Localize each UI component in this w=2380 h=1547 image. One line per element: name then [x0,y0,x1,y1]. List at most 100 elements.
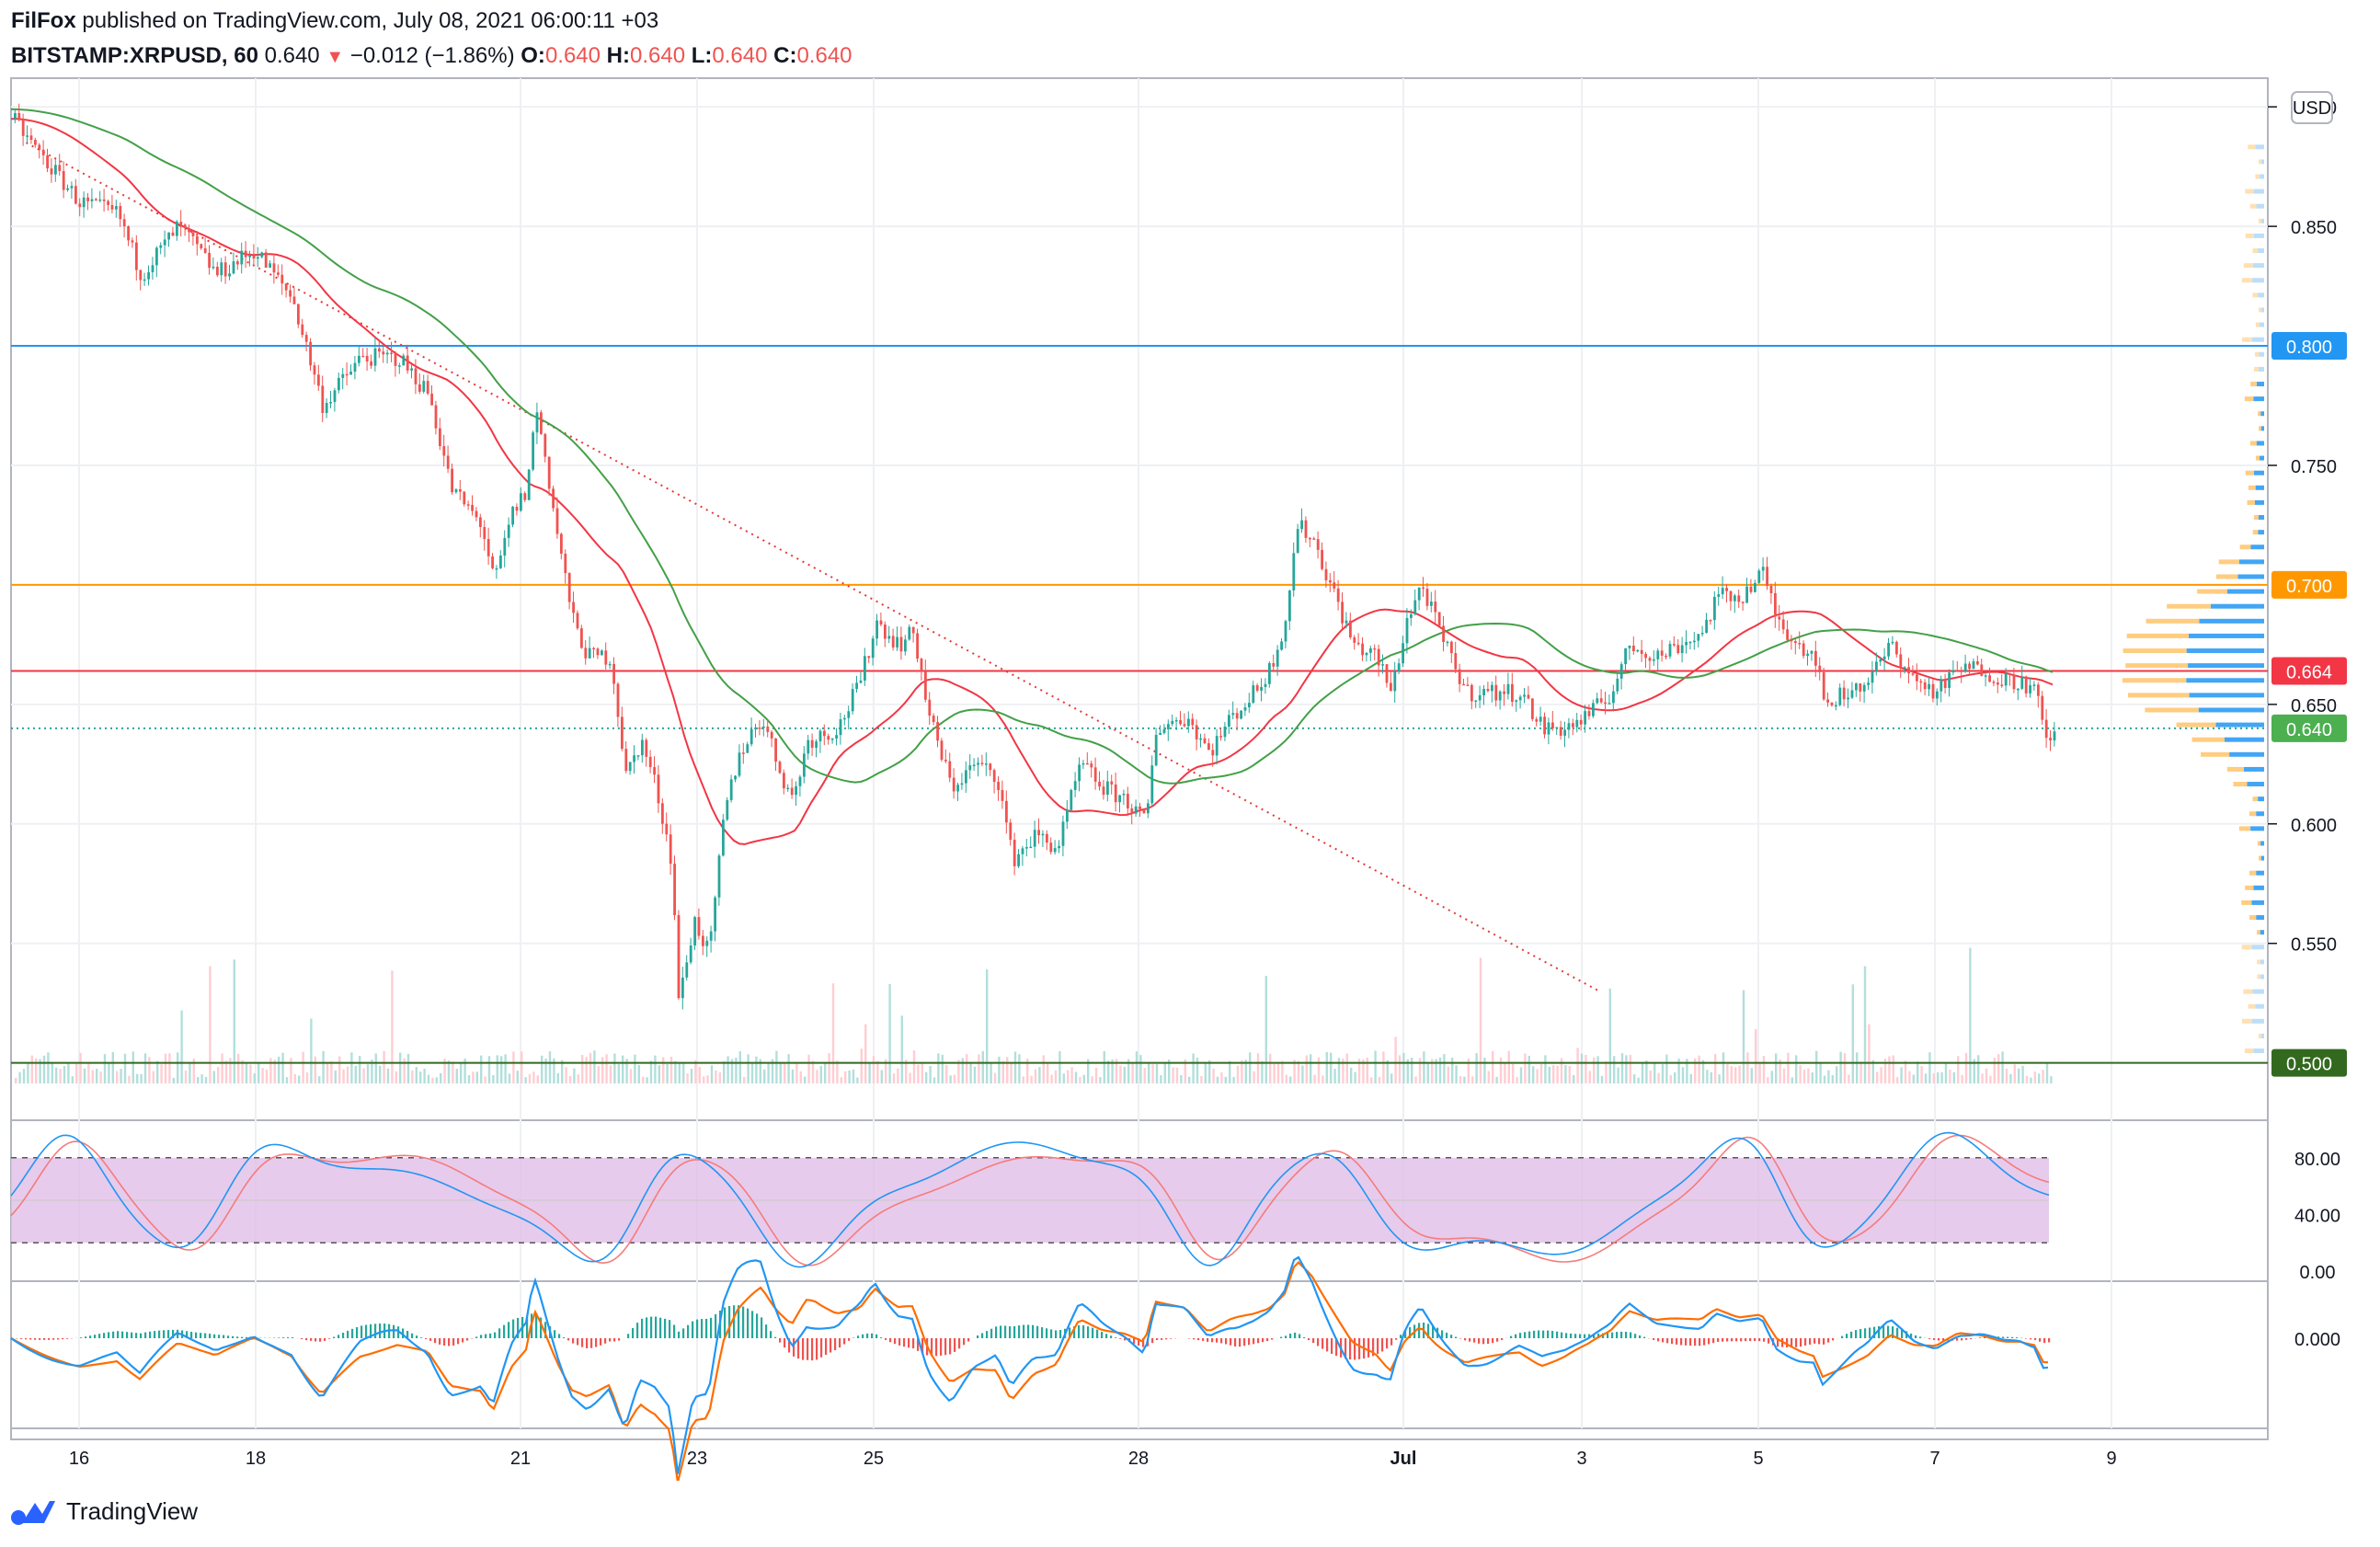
candle-up [1381,664,1384,666]
macd-histogram-bar [1418,1323,1421,1338]
volume-bar [152,1071,154,1083]
macd-histogram-bar [282,1337,285,1338]
volume-bar [2045,1062,2049,1083]
candle-down [1349,620,1352,637]
macd-histogram-bar [1004,1325,1007,1338]
candle-down [434,405,438,429]
volume-bar [1382,1051,1385,1083]
candle-up [499,556,502,568]
candle-down [1005,800,1008,823]
volume-bar [156,1060,159,1083]
macd-histogram-bar [1561,1332,1563,1338]
volume-bar [164,1053,167,1083]
volume-bar [480,1055,483,1083]
macd-histogram-bar [48,1338,51,1340]
candle-down [390,352,393,355]
volume-bar [1762,1056,1766,1083]
macd-histogram-bar [149,1331,152,1338]
candle-down [879,620,883,625]
volume-bar [67,1062,70,1083]
macd-histogram-bar [1809,1338,1812,1345]
candle-up [904,639,907,652]
volume-bar [941,1054,944,1083]
volume-bar [568,1076,572,1083]
volume-bar [278,1056,280,1083]
volume-bar [1229,1060,1231,1083]
candle-down [697,917,701,936]
volume-bar [1074,1071,1078,1083]
candle-up [1073,781,1077,790]
volume-bar [1653,1061,1656,1083]
candle-down [418,384,421,392]
candle-up [2020,676,2024,689]
volume-bar [1560,1058,1563,1083]
volume-bar [1269,1053,1272,1083]
currency-button[interactable]: USD [2291,91,2333,124]
time-axis[interactable]: 16 18 21 23 25 28 Jul 3 5 7 9 [69,1449,2117,1469]
macd-histogram-bar [1013,1325,1016,1338]
profile-bar-down [2215,574,2238,579]
candle-up [1903,667,1906,669]
macd-histogram-bar [1142,1338,1145,1347]
trendline[interactable] [26,142,1600,992]
candle-down [1769,585,1773,594]
candle-down [345,373,349,376]
candle-down [1899,654,1903,669]
volume-bar [63,1066,66,1083]
macd-histogram-bar [843,1338,846,1345]
volume-bar [140,1073,143,1083]
volume-bar [47,1052,50,1083]
volume-bar [715,1070,717,1083]
macd-histogram-bar [195,1332,198,1338]
macd-histogram-bar [1009,1326,1012,1338]
volume-bar [1767,1077,1769,1083]
volume-bar [200,1074,203,1083]
profile-bar-down [2249,811,2257,817]
macd-histogram-bar [1800,1338,1802,1347]
candle-up [1228,715,1230,727]
profile-bar-down [2259,159,2261,165]
macd-histogram-bar [1294,1332,1297,1338]
candle-down [1037,830,1040,836]
volume-bar [646,1077,648,1083]
volume-bar [1924,1073,1928,1083]
volume-bar [1022,1076,1024,1083]
candle-down [1931,683,1935,699]
candle-up [14,112,17,120]
volume-bar [622,1055,624,1083]
macd-histogram-bar [655,1316,658,1338]
macd-histogram-bar [448,1338,451,1346]
macd-histogram-bar [1574,1334,1577,1338]
volume-bar [1010,1062,1013,1083]
macd-histogram-bar [112,1331,115,1338]
candle-down [567,573,571,602]
macd-histogram-bar [540,1317,543,1338]
profile-bar-up [2238,559,2264,565]
candle-up [503,537,507,556]
volume-bar [831,983,835,1083]
candle-down [1466,684,1470,686]
volume-bar [1188,1076,1191,1083]
macd-histogram-bar [526,1316,529,1338]
macd-histogram-bar [1188,1338,1191,1339]
volume-bar [269,1058,272,1083]
candle-down [292,296,296,304]
volume-bar [224,1060,228,1083]
tradingview-logo[interactable]: TradingView [9,1495,198,1527]
macd-histogram-bar [627,1334,630,1338]
candle-down [1425,589,1429,606]
volume-bar [383,1050,385,1083]
volume-bar [395,1071,397,1083]
candle-up [1721,588,1724,595]
volume-bar [2033,1071,2036,1083]
macd-histogram-bar [480,1335,483,1338]
volume-bar [298,1075,301,1083]
author-name[interactable]: FilFox [11,8,76,33]
profile-bar-up [2237,574,2264,579]
candle-up [1757,570,1761,583]
symbol-name[interactable]: BITSTAMP:XRPUSD, 60 [11,43,258,68]
volume-bar [605,1054,608,1083]
